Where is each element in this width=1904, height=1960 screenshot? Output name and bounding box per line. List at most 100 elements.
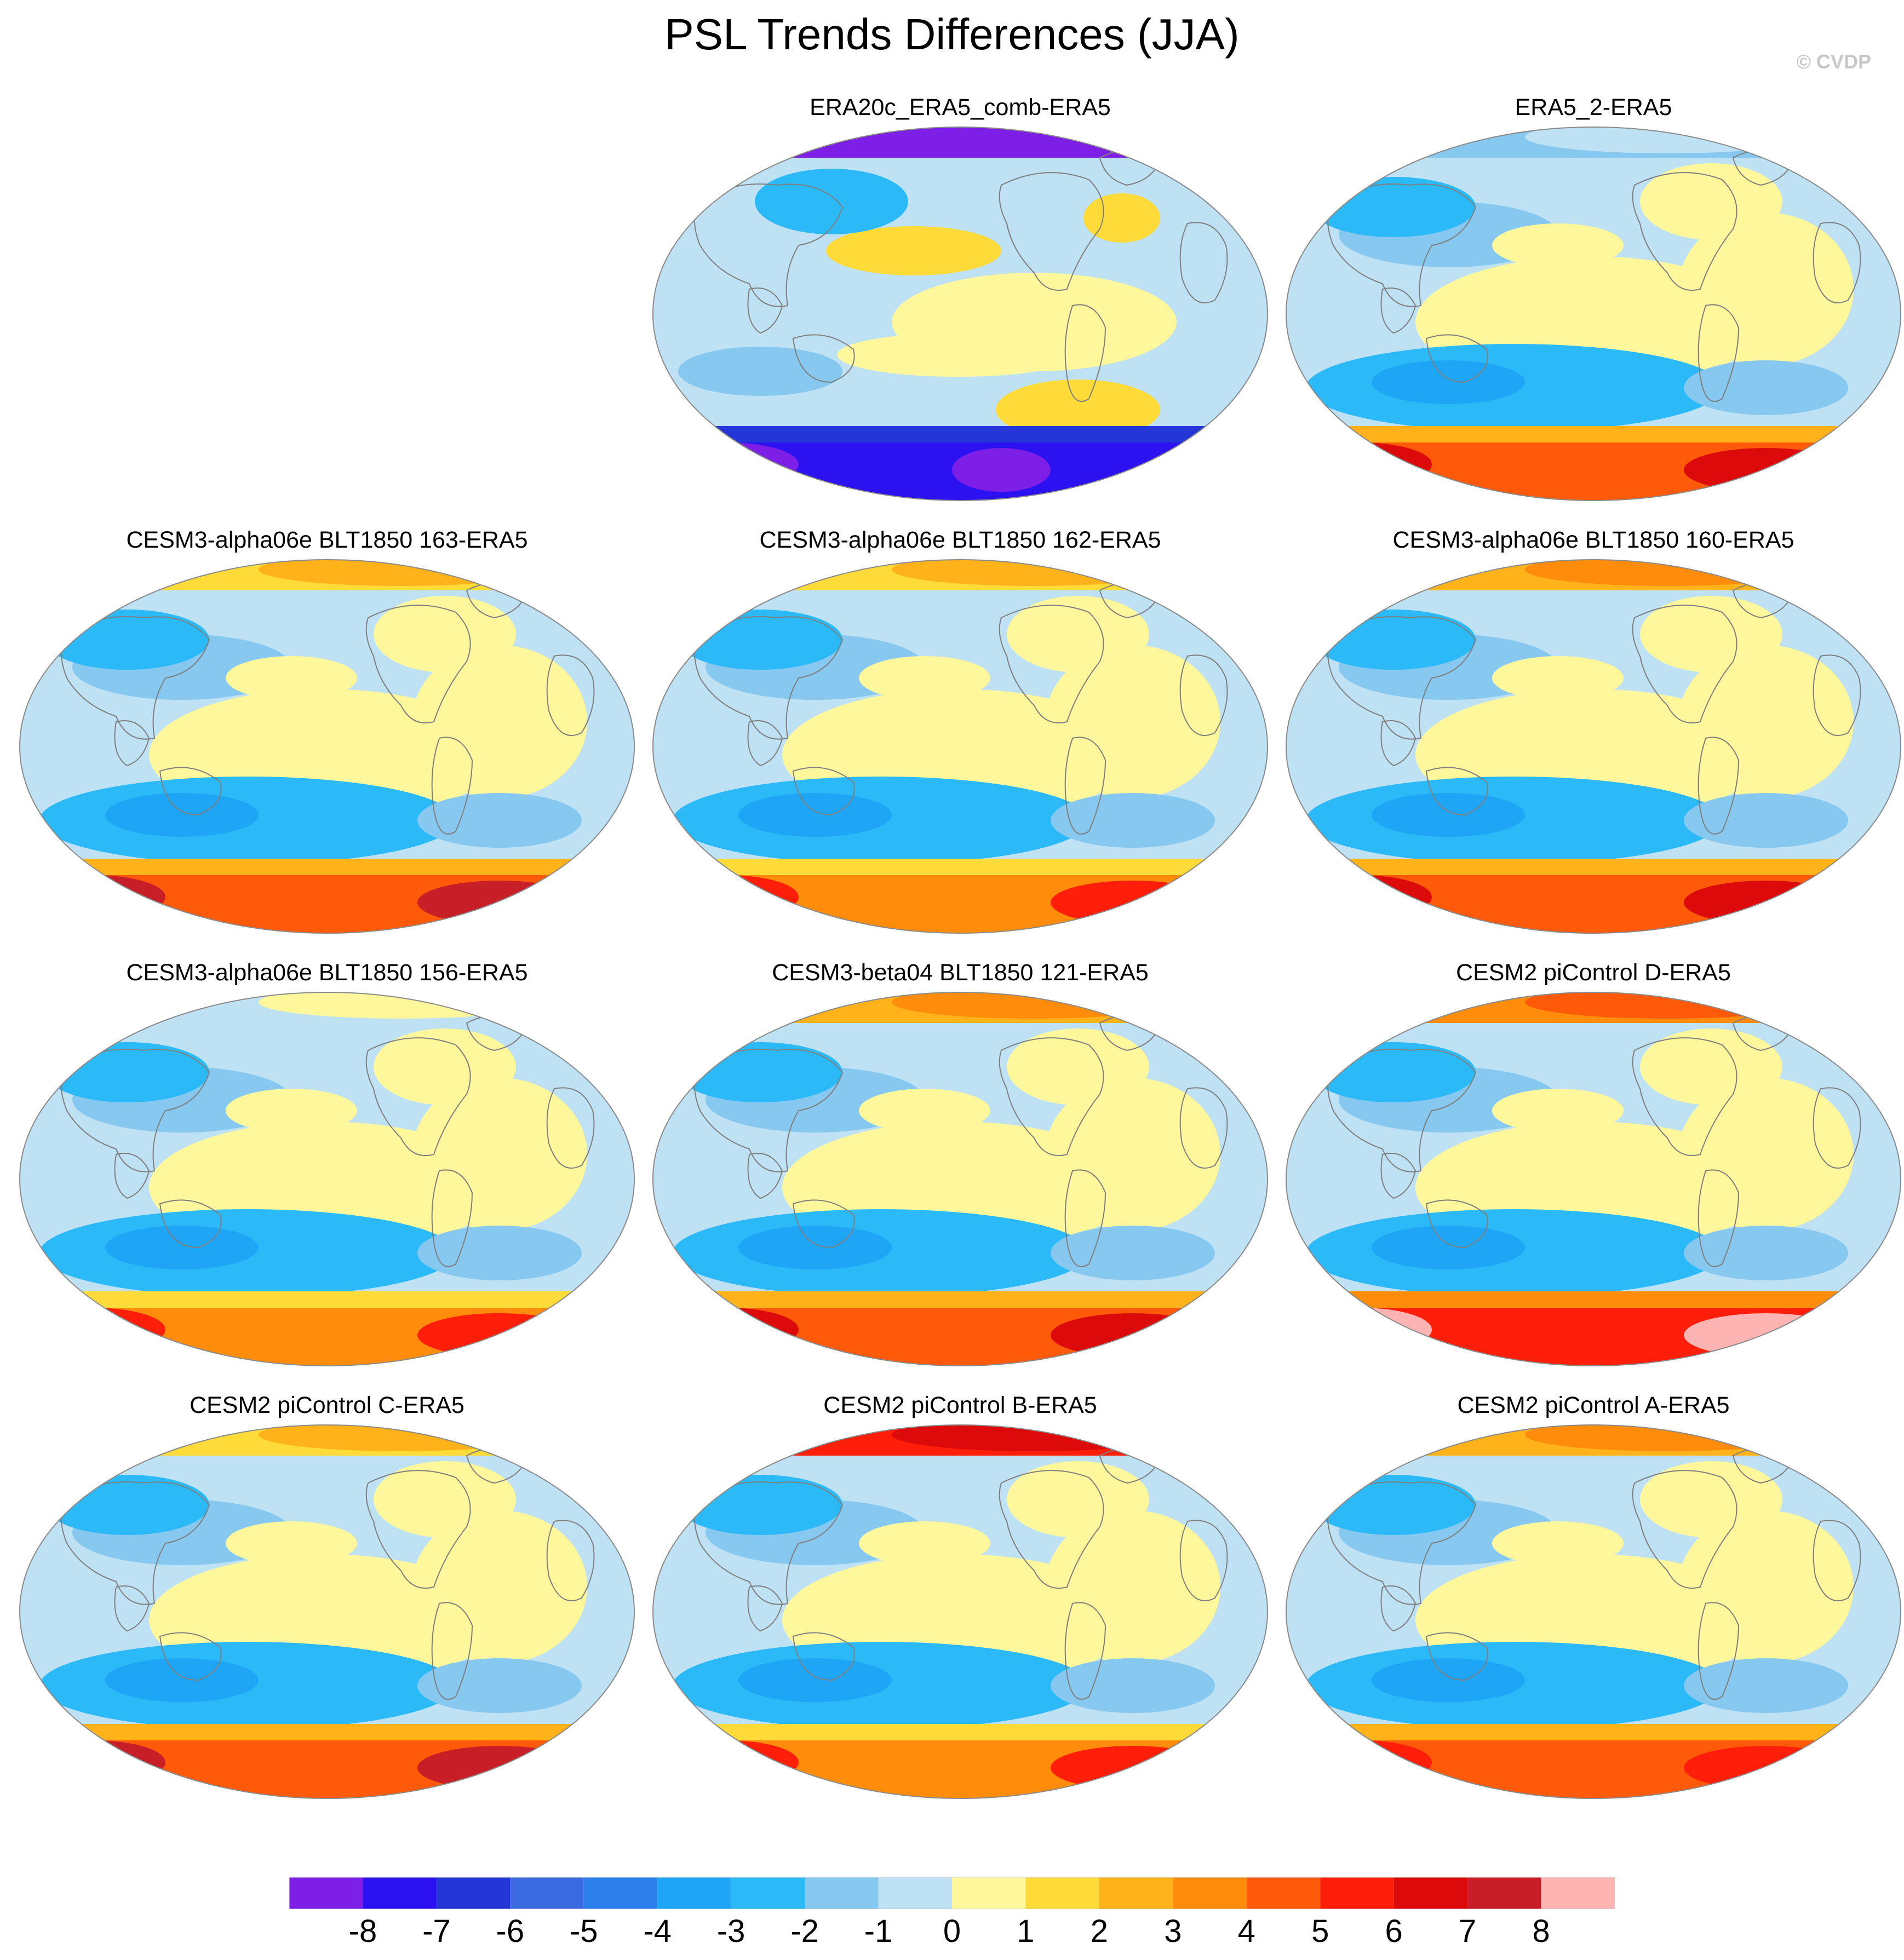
map-svg — [1285, 127, 1902, 501]
south-polar-core — [1051, 881, 1215, 924]
anomaly-patch — [226, 656, 357, 700]
south-polar-edge — [1286, 1724, 1901, 1740]
colorbar-label: 6 — [1385, 1913, 1403, 1949]
map-svg — [652, 127, 1269, 501]
anomaly-patch — [1492, 1089, 1624, 1133]
anomaly-patch — [859, 1521, 990, 1565]
continent-outline — [1425, 767, 1488, 816]
colorbar-label: 1 — [1017, 1913, 1035, 1949]
anomaly-patch — [678, 347, 842, 396]
world-map — [1284, 557, 1903, 935]
anomaly-patch — [1684, 360, 1848, 415]
continent-outline — [546, 1087, 595, 1169]
anomaly-patch — [738, 1226, 892, 1269]
south-polar-core — [417, 881, 582, 924]
south-polar-core — [1684, 448, 1848, 492]
continent-outline — [1425, 1632, 1488, 1681]
colorbar-box — [805, 1877, 879, 1909]
south-polar-band — [653, 872, 1268, 933]
anomaly-patch — [412, 645, 587, 798]
panel-title: CESM3-alpha06e BLT1850 156-ERA5 — [126, 959, 528, 986]
colorbar-label: -4 — [643, 1913, 672, 1949]
continent-outline — [1179, 654, 1228, 736]
world-map — [651, 1423, 1270, 1801]
anomaly-patch — [826, 226, 1001, 275]
map-panel: ERA20c_ERA5_comb-ERA5 — [645, 93, 1275, 526]
continent-outline — [431, 737, 473, 835]
colorbar-box — [436, 1877, 511, 1909]
south-polar-edge — [20, 859, 634, 875]
anomaly-patch — [1678, 645, 1854, 798]
map-border — [1285, 992, 1902, 1366]
anomaly-patch — [837, 333, 1078, 377]
panel-title: CESM3-alpha06e BLT1850 160-ERA5 — [1392, 527, 1794, 553]
anomaly-patch — [417, 1226, 582, 1280]
anomaly-patch — [417, 1658, 582, 1713]
continent-outline — [1327, 183, 1477, 307]
map-border — [1285, 127, 1902, 501]
south-polar-core — [1051, 1313, 1215, 1357]
continent-outline — [1813, 222, 1861, 303]
map-border — [652, 992, 1269, 1366]
continent-outline — [792, 1199, 855, 1249]
anomaly-patch — [45, 1475, 209, 1535]
world-map — [1284, 1423, 1903, 1801]
anomaly-patch — [45, 1042, 209, 1102]
continent-outline — [159, 1199, 222, 1249]
anomaly-patch — [417, 793, 582, 848]
continent-outline — [1380, 288, 1416, 334]
south-polar-band — [1286, 440, 1901, 501]
anomaly-patch — [1051, 1658, 1215, 1713]
map-panel: CESM3-alpha06e BLT1850 160-ERA5 — [1278, 526, 1904, 958]
panel-title: ERA5_2-ERA5 — [1515, 94, 1672, 120]
continent-outline — [999, 605, 1104, 723]
colorbar-label: 8 — [1532, 1913, 1550, 1949]
anomaly-patch — [1640, 1461, 1782, 1538]
map-panel: CESM2 piControl D-ERA5 — [1278, 958, 1904, 1391]
anomaly-patch — [996, 380, 1160, 440]
continent-outline — [694, 616, 844, 740]
continent-outline — [1425, 334, 1488, 383]
colorbar-box — [731, 1877, 805, 1909]
map-svg — [1285, 992, 1902, 1366]
continent-outline — [1064, 1169, 1106, 1267]
continent-outline — [1632, 172, 1737, 291]
anomaly-patch — [678, 1042, 842, 1102]
continent-outline — [1380, 720, 1416, 767]
south-polar-edge — [653, 1724, 1268, 1740]
map-border — [1285, 559, 1902, 934]
colorbar-box — [1320, 1877, 1394, 1909]
anomaly-patch — [374, 1461, 516, 1538]
map-svg — [652, 559, 1269, 934]
anomaly-patch — [1051, 793, 1215, 848]
colorbar-box — [657, 1877, 731, 1909]
panel-title: CESM3-alpha06e BLT1850 163-ERA5 — [126, 527, 528, 553]
south-polar-core — [1684, 881, 1848, 924]
anomaly-patch — [105, 793, 259, 837]
south-polar-band — [20, 1738, 634, 1798]
continent-outline — [61, 1481, 210, 1605]
world-map — [651, 125, 1270, 503]
cvdp-credit: © CVDP — [1796, 50, 1871, 73]
anomaly-patch — [45, 610, 209, 670]
anomaly-patch — [1640, 1028, 1782, 1105]
continent-outline — [694, 183, 844, 307]
map-panel: CESM3-alpha06e BLT1850 162-ERA5 — [645, 526, 1275, 958]
continent-outline — [114, 720, 150, 767]
continent-outline — [1425, 1199, 1488, 1249]
world-map — [651, 557, 1270, 935]
continent-outline — [1064, 737, 1106, 835]
map-panel: CESM2 piControl C-ERA5 — [12, 1391, 642, 1824]
anomaly-patch — [226, 1521, 357, 1565]
continent-outline — [546, 654, 595, 736]
anomaly-patch — [374, 1028, 516, 1105]
anomaly-patch — [1045, 645, 1220, 798]
anomaly-patch — [1372, 1658, 1525, 1702]
map-panel: CESM3-alpha06e BLT1850 156-ERA5 — [12, 958, 642, 1391]
continent-outline — [1380, 1585, 1416, 1632]
map-border — [19, 1424, 635, 1799]
colorbar-label: -3 — [716, 1913, 745, 1949]
continent-outline — [1179, 1087, 1228, 1169]
continent-outline — [1327, 1481, 1477, 1605]
map-panel: CESM3-beta04 BLT1850 121-ERA5 — [645, 958, 1275, 1391]
